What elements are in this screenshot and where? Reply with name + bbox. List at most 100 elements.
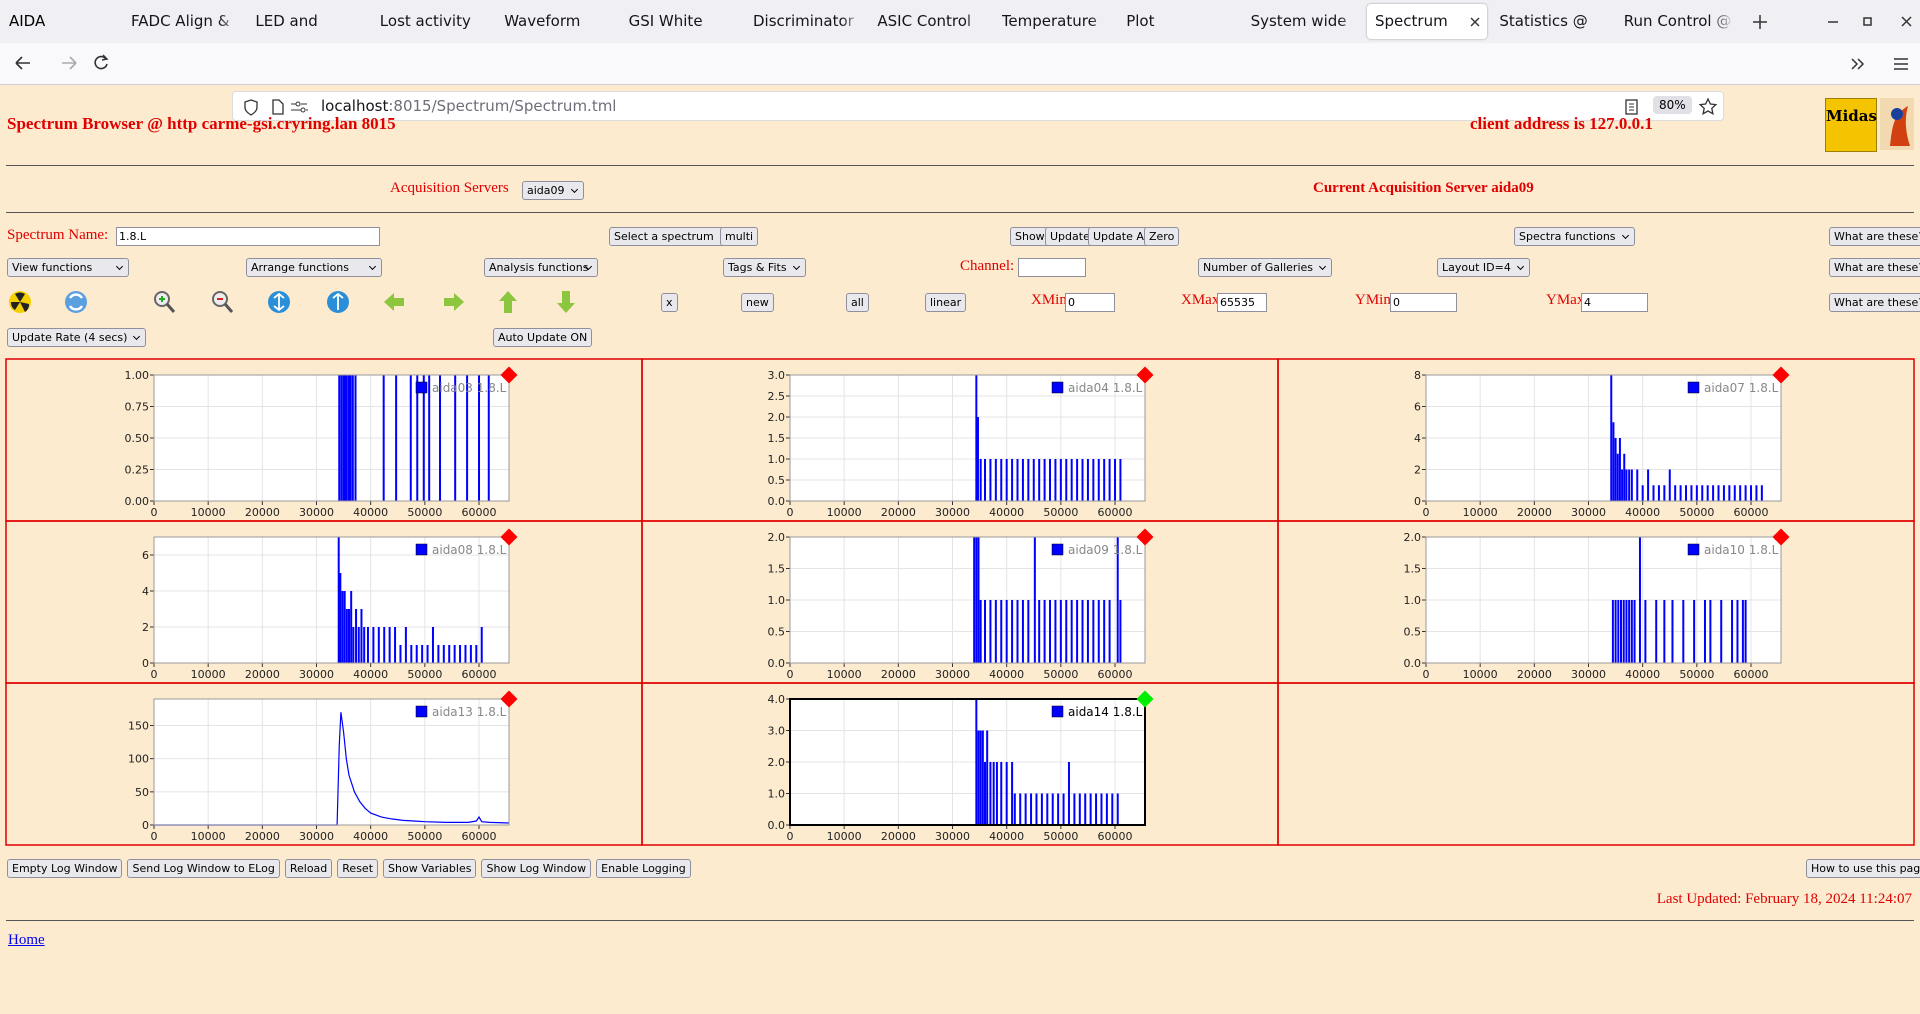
xmin-input[interactable]: 0 [1065, 293, 1115, 312]
x-button[interactable]: x [661, 293, 678, 312]
y-tick-label: 2.0 [1404, 531, 1422, 544]
y-tick-label: 1.0 [768, 453, 786, 466]
x-tick-label: 60000 [1098, 668, 1133, 681]
y-tick-label: 0.5 [768, 626, 786, 639]
how-to-button[interactable]: How to use this page [1806, 859, 1920, 878]
what-button[interactable]: What are these? [1829, 227, 1920, 246]
x-tick-label: 50000 [407, 506, 442, 519]
update-rate[interactable]: Update Rate (4 secs) [7, 328, 147, 347]
browser-tab[interactable]: Waveform captu [496, 0, 616, 43]
what-button[interactable]: What are these? [1829, 258, 1920, 277]
x-tick-label: 10000 [191, 668, 226, 681]
show-button[interactable]: Show [1010, 227, 1050, 246]
tool-icons[interactable] [0, 288, 600, 316]
y-tick-label: 0.5 [1404, 626, 1422, 639]
zero-button[interactable]: Zero [1144, 227, 1180, 246]
new-tab[interactable] [1750, 12, 1770, 32]
browser-tab[interactable]: Statistics @ car [1491, 0, 1611, 43]
layout-select[interactable]: Layout ID=4 [1437, 258, 1530, 277]
linear-button[interactable]: linear [925, 293, 967, 312]
update-all-button[interactable]: Update All [1088, 227, 1155, 246]
browser-tab[interactable]: Run Control @ [1616, 0, 1736, 43]
select-spectrum[interactable]: Select a spectrum [609, 227, 733, 246]
spectrum-name-input[interactable]: 1.8.L [116, 227, 380, 246]
new-button[interactable]: new [741, 293, 774, 312]
galleries-select[interactable]: Number of Galleries [1198, 258, 1333, 277]
footer-button[interactable]: Reset [337, 859, 379, 878]
browser-tab[interactable]: Plot Temperatu [1118, 0, 1238, 43]
browser-tab[interactable]: Lost activity mo [372, 0, 492, 43]
what-button[interactable]: What are these? [1829, 293, 1920, 312]
spectra-functions[interactable]: Spectra functions [1514, 227, 1635, 246]
update-button[interactable]: Update [1045, 227, 1095, 246]
nav-bar: localhost:8015/Spectrum/Spectrum.tml 80% [0, 43, 1920, 121]
auto-update-button[interactable]: Auto Update ON [493, 328, 593, 347]
url-bar[interactable]: localhost:8015/Spectrum/Spectrum.tml 80% [232, 91, 1724, 121]
analysis-functions[interactable]: Analysis functions [484, 258, 598, 277]
y-tick-label: 50 [135, 786, 149, 799]
x-tick-label: 30000 [1571, 668, 1606, 681]
ymax-input[interactable]: 4 [1581, 293, 1648, 312]
arrange-functions[interactable]: Arrange functions [246, 258, 382, 277]
plot-frame [153, 536, 510, 664]
footer-button[interactable]: Reload [284, 859, 333, 878]
tab-title: GSI White Rabb [628, 12, 703, 30]
all-button[interactable]: all [846, 293, 869, 312]
close-tab[interactable] [1469, 16, 1481, 28]
x-tick-label: 30000 [935, 506, 970, 519]
tags-fits[interactable]: Tags & Fits [723, 258, 806, 277]
y-tick-label: 1.5 [1404, 563, 1422, 576]
home-link[interactable]: Home [8, 932, 45, 948]
toolbar-icons[interactable] [1848, 53, 1918, 75]
x-tick-label: 50000 [1043, 830, 1078, 843]
x-tick-label: 60000 [462, 668, 497, 681]
zoom-badge[interactable]: 80% [1653, 96, 1692, 114]
browser-tab[interactable]: FADC Align & C [123, 0, 243, 43]
browser-tab[interactable]: Spectrum Bro [1367, 4, 1487, 39]
x-tick-label: 50000 [407, 830, 442, 843]
x-tick-label: 20000 [1517, 668, 1552, 681]
y-tick-label: 4.0 [768, 693, 786, 706]
browser-tab[interactable]: GSI White Rabb [621, 0, 741, 43]
y-tick-label: 0.0 [1404, 657, 1422, 670]
y-tick-label: 0 [1414, 495, 1421, 508]
nav-buttons[interactable] [10, 51, 110, 75]
client-address: client address is 127.0.0.1 [1470, 114, 1653, 133]
x-tick-label: 60000 [462, 506, 497, 519]
footer-button[interactable]: Show Variables [383, 859, 477, 878]
acq-select[interactable]: aida09 [522, 181, 584, 200]
channel-input[interactable] [1018, 258, 1086, 277]
browser-tab[interactable]: LED and Wavefo [247, 0, 367, 43]
page-title: Spectrum Browser @ http carme-gsi.cryrin… [7, 114, 396, 133]
browser-tab[interactable]: ASIC Control @ [869, 0, 989, 43]
view-functions[interactable]: View functions [7, 258, 129, 277]
status-diamond [500, 690, 518, 708]
footer-button[interactable]: Send Log Window to ELog [127, 859, 280, 878]
window-controls[interactable] [1820, 12, 1920, 32]
browser-tab[interactable]: Temperature an [994, 0, 1114, 43]
y-tick-label: 2.5 [768, 390, 786, 403]
tab-title: System wide Ch [1250, 12, 1347, 30]
ymin-input[interactable]: 0 [1390, 293, 1457, 312]
reader-icon[interactable] [1623, 98, 1641, 116]
x-tick-label: 40000 [1625, 668, 1660, 681]
legend-label: aida07 1.8.L [1704, 381, 1779, 395]
x-tick-label: 60000 [1734, 668, 1769, 681]
footer-button[interactable]: Show Log Window [481, 859, 592, 878]
bookmark-star[interactable] [1698, 97, 1718, 117]
x-tick-label: 20000 [1517, 506, 1552, 519]
x-tick-label: 60000 [1734, 506, 1769, 519]
footer-button[interactable]: Enable Logging [596, 859, 691, 878]
tab-title: Temperature an [1001, 12, 1097, 30]
legend-label: aida14 1.8.L [1068, 705, 1143, 719]
x-tick-label: 20000 [245, 506, 280, 519]
browser-tab[interactable]: System wide Ch [1243, 0, 1363, 43]
x-tick-label: 30000 [299, 830, 334, 843]
current-server: Current Acquisition Server aida09 [1313, 180, 1534, 196]
xmax-input[interactable]: 65535 [1217, 293, 1267, 312]
multi-button[interactable]: multi [720, 227, 759, 246]
footer-button[interactable]: Empty Log Window [7, 859, 123, 878]
y-tick-label: 1.0 [768, 594, 786, 607]
browser-tab[interactable]: Discriminator co [745, 0, 865, 43]
plot-frame [789, 536, 1146, 664]
